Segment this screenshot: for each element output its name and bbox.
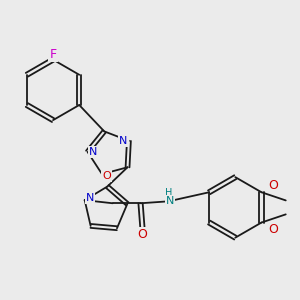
Text: H: H (165, 188, 172, 198)
Text: N: N (86, 193, 94, 203)
Text: O: O (137, 228, 147, 241)
Text: O: O (268, 223, 278, 236)
Text: N: N (89, 147, 97, 157)
Text: N: N (119, 136, 128, 146)
Text: O: O (268, 179, 278, 192)
Text: N: N (166, 196, 175, 206)
Text: O: O (102, 171, 111, 181)
Text: F: F (50, 48, 57, 61)
